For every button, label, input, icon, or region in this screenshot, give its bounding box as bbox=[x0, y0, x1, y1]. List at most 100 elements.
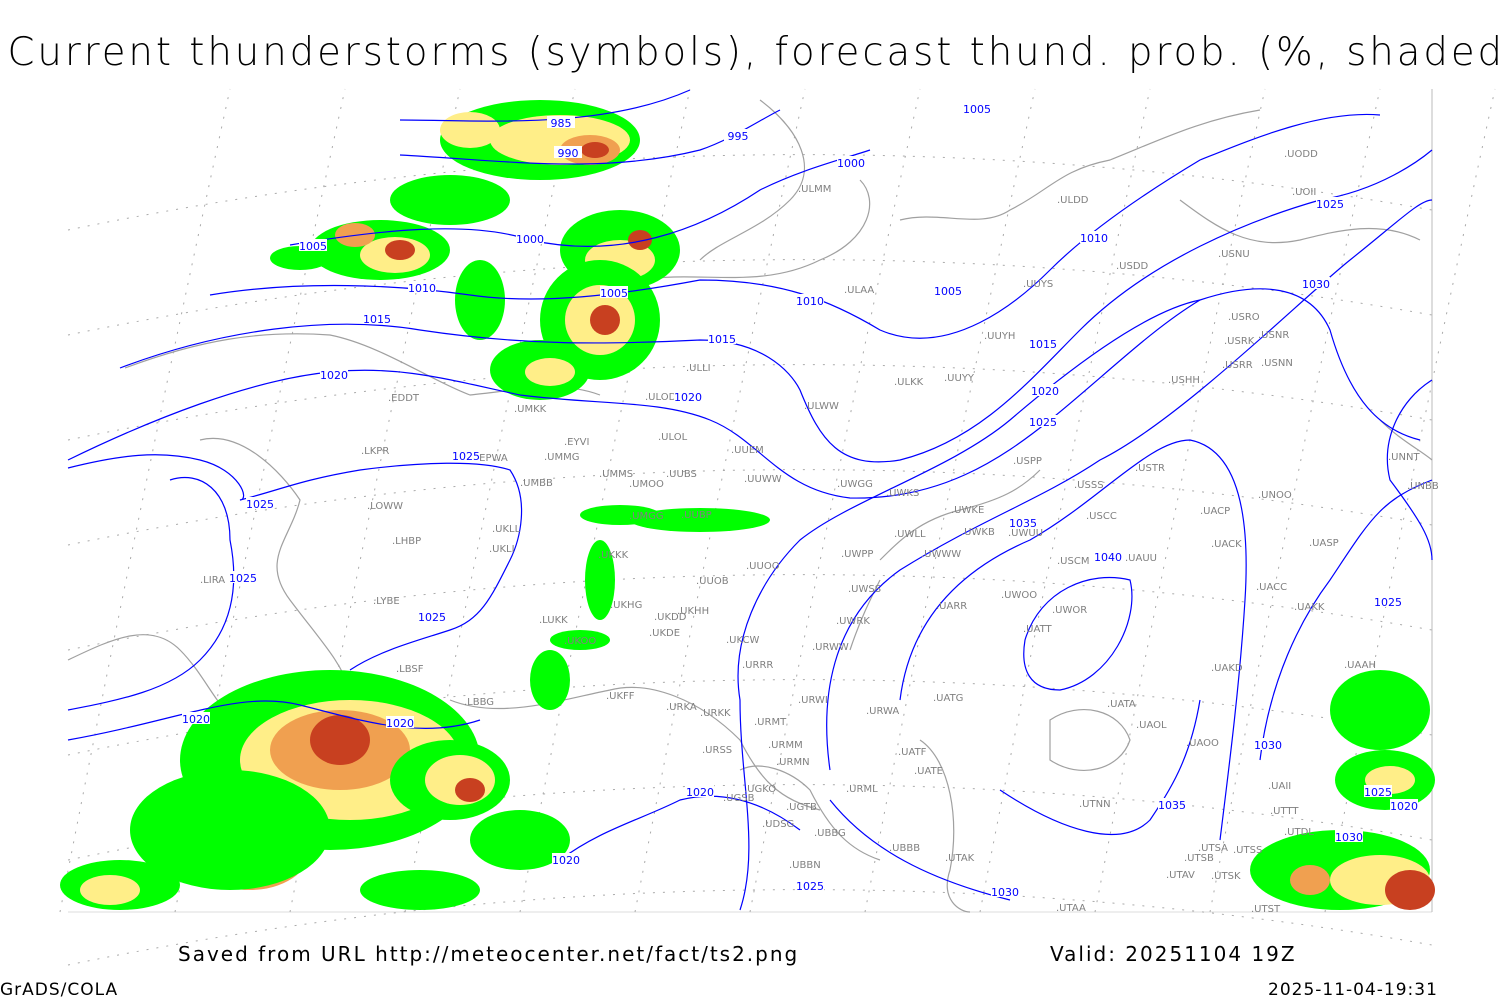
coastline bbox=[449, 686, 821, 811]
station-label: .UTAA bbox=[1056, 903, 1086, 914]
coastline bbox=[639, 179, 871, 281]
probability-area bbox=[628, 230, 652, 250]
isobar-label: 985 bbox=[551, 117, 572, 130]
station-label: .UNOO bbox=[1258, 490, 1292, 501]
station-label: .UGSB bbox=[723, 793, 755, 804]
isobar-label: 1030 bbox=[1335, 831, 1363, 844]
coastline bbox=[1379, 419, 1433, 461]
station-label: .UTTT bbox=[1270, 806, 1299, 817]
probability-area bbox=[580, 505, 660, 525]
isobar-label-bg bbox=[452, 449, 480, 461]
station-label: .LOWW bbox=[367, 501, 403, 512]
station-label: .EDDT bbox=[388, 393, 420, 404]
isobar-label-bg bbox=[552, 853, 580, 865]
station-label: .UUYS bbox=[1023, 279, 1053, 290]
isobar-label-bg bbox=[554, 146, 582, 158]
isobar-label-bg bbox=[182, 712, 210, 724]
isobar-label: 1025 bbox=[418, 611, 446, 624]
probability-area bbox=[581, 142, 609, 158]
station-label: .UNNT bbox=[1388, 452, 1420, 463]
station-label: .UUWW bbox=[744, 474, 782, 485]
isobar-line bbox=[399, 89, 691, 122]
station-label: .UKOO bbox=[564, 636, 596, 647]
station-label: .UKHG bbox=[610, 600, 642, 611]
isobar-label-bg bbox=[837, 156, 865, 168]
isobar-label: 1010 bbox=[408, 282, 436, 295]
isobar-label-bg bbox=[547, 116, 575, 128]
isobar-label: 1015 bbox=[1029, 338, 1057, 351]
isobar-label: 1000 bbox=[516, 233, 544, 246]
station-label: .UUOB bbox=[696, 576, 729, 587]
station-label: .USPP bbox=[1013, 456, 1042, 467]
isobar-labels: 985 990 995 1000 1005 1005 1000 1010 1005 1010 100… bbox=[182, 102, 1418, 899]
valid-time-text: Valid: 20251104 19Z bbox=[1050, 942, 1297, 966]
station-label: .UKDE bbox=[649, 628, 680, 639]
station-label: .UUYH bbox=[984, 331, 1015, 342]
station-label: .UATA bbox=[1107, 699, 1136, 710]
station-label: .ULDD bbox=[1057, 195, 1089, 206]
meridian-line bbox=[979, 88, 1151, 913]
isobar-label: 1020 bbox=[686, 786, 714, 799]
isobar-line bbox=[67, 700, 481, 741]
station-label: .UAKD bbox=[1211, 663, 1243, 674]
coastline bbox=[849, 579, 881, 651]
coastline bbox=[899, 109, 1261, 221]
isobar-line bbox=[1023, 576, 1133, 691]
isobar-line bbox=[737, 299, 1201, 911]
probability-area bbox=[360, 870, 480, 910]
isobar-label: 995 bbox=[728, 130, 749, 143]
station-label: .URWI bbox=[798, 695, 828, 706]
station-label: .LBSF bbox=[396, 664, 424, 675]
station-label: .UATT bbox=[1023, 624, 1052, 635]
software-credit: GrADS/COLA bbox=[0, 980, 119, 1000]
isobar-label: 1015 bbox=[363, 313, 391, 326]
probability-area bbox=[590, 305, 620, 335]
station-label: .UOII bbox=[1292, 187, 1316, 198]
isobar-label-bg bbox=[1031, 384, 1059, 396]
isobar-line bbox=[399, 109, 781, 165]
station-label: .LHBP bbox=[392, 536, 421, 547]
station-label: .UBBN bbox=[789, 860, 821, 871]
station-label: .UWSS bbox=[848, 584, 881, 595]
station-label: .USCC bbox=[1086, 511, 1117, 522]
isobar-label-bg bbox=[1302, 277, 1330, 289]
station-label: .UMGG bbox=[629, 511, 664, 522]
isobar-label: 1010 bbox=[796, 295, 824, 308]
station-label: .USNU bbox=[1218, 249, 1250, 260]
isobar-label: 1025 bbox=[1029, 416, 1057, 429]
isobar-label: 1035 bbox=[1158, 799, 1186, 812]
isobar-label: 1030 bbox=[1302, 278, 1330, 291]
isobar-label: 1035 bbox=[1009, 517, 1037, 530]
station-label: .ULMM bbox=[798, 184, 831, 195]
isobar-label-bg bbox=[600, 286, 628, 298]
probability-area bbox=[455, 778, 485, 802]
station-label: .URMT bbox=[754, 717, 787, 728]
station-label: .UAOO bbox=[1186, 738, 1219, 749]
probability-area bbox=[310, 715, 370, 765]
station-label: .UTAK bbox=[945, 853, 975, 864]
station-label: .ULOD bbox=[645, 392, 677, 403]
station-label: .UTSK bbox=[1211, 871, 1241, 882]
station-label: .EYVI bbox=[564, 437, 589, 448]
station-label: .UTNN bbox=[1079, 799, 1111, 810]
coastline bbox=[699, 99, 806, 261]
station-labels: .ULMM .ULDD .UODD .UOII .USDD .USNU .ULAA .UUYS… bbox=[200, 149, 1439, 915]
isobar-label: 1030 bbox=[1254, 739, 1282, 752]
station-label: .USCM bbox=[1057, 556, 1089, 567]
isobar-label-bg bbox=[1364, 785, 1392, 797]
station-label: .UUYY bbox=[944, 373, 975, 384]
isobar-line bbox=[119, 149, 1433, 463]
station-label: .UAAH bbox=[1344, 660, 1376, 671]
isobar-label-bg bbox=[991, 885, 1019, 897]
isobar-label: 1020 bbox=[1031, 385, 1059, 398]
station-label: .UMMG bbox=[544, 452, 580, 463]
generated-timestamp: 2025-11-04-19:31 bbox=[1268, 980, 1438, 1000]
station-label: .UARR bbox=[936, 601, 967, 612]
probability-area bbox=[130, 770, 330, 890]
isobar-label: 1000 bbox=[837, 157, 865, 170]
isobar-line bbox=[289, 149, 871, 247]
station-label: .UTDL bbox=[1284, 827, 1314, 838]
station-label: .UMMS bbox=[599, 469, 633, 480]
station-label: .URWA bbox=[866, 706, 899, 717]
station-label: .USTR bbox=[1135, 463, 1165, 474]
